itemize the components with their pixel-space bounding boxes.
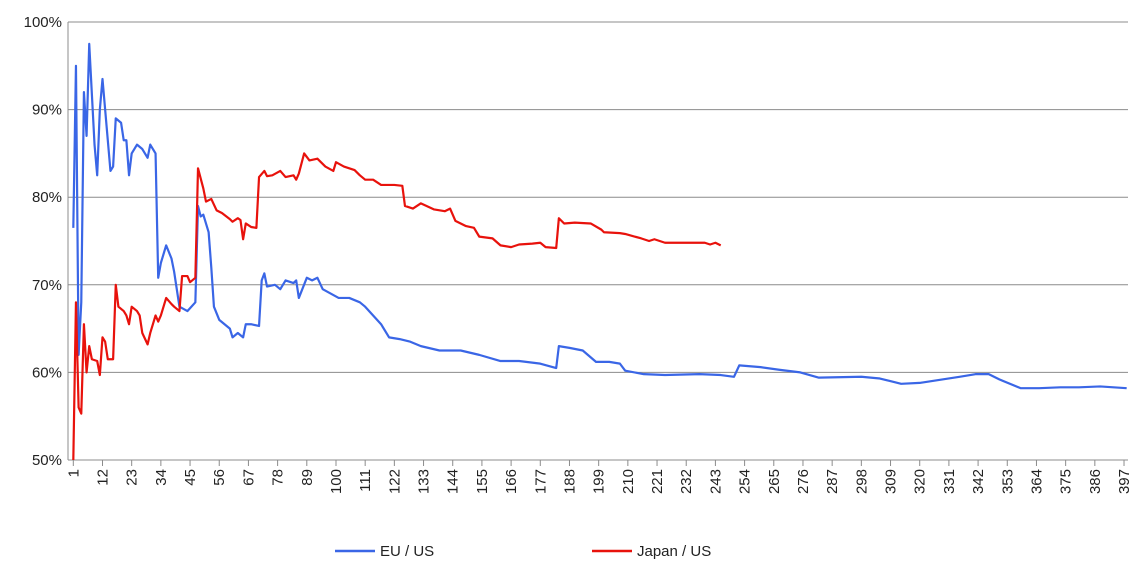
x-tick-label: 276: [795, 469, 812, 494]
x-tick-label: 122: [386, 469, 403, 494]
x-tick-label: 45: [182, 469, 199, 486]
plot-area: [72, 42, 1127, 461]
x-tick-label: 78: [270, 469, 287, 486]
x-tick-label: 56: [211, 469, 228, 486]
x-tick-label: 210: [620, 469, 637, 494]
y-tick-label: 90%: [32, 102, 62, 119]
x-tick-label: 155: [474, 469, 491, 494]
x-tick-label: 364: [1028, 469, 1045, 494]
x-tick-label: 23: [124, 469, 141, 486]
x-tick-label: 375: [1058, 469, 1075, 494]
legend: EU / US Japan / US: [335, 543, 711, 560]
x-tick-label: 1: [65, 469, 82, 477]
x-tick-label: 353: [999, 469, 1016, 494]
x-tick-label: 133: [416, 469, 433, 494]
x-tick-label: 111: [357, 469, 374, 492]
x-tick-label: 67: [240, 469, 257, 486]
x-tick-label: 243: [707, 469, 724, 494]
x-tick-label: 166: [503, 469, 520, 494]
series-line: [72, 152, 722, 461]
grid: [68, 21, 1128, 461]
x-tick-label: 342: [970, 469, 987, 494]
x-tick-label: 89: [299, 469, 316, 486]
y-tick-label: 60%: [32, 364, 62, 381]
y-tick-label: 100%: [24, 14, 62, 31]
x-tick-label: 12: [94, 469, 111, 486]
x-tick-label: 320: [912, 469, 929, 494]
x-tick-label: 34: [153, 469, 170, 486]
x-tick-label: 199: [591, 469, 608, 494]
x-tick-label: 144: [445, 469, 462, 494]
x-tick-label: 331: [941, 469, 958, 494]
y-tick-label: 80%: [32, 189, 62, 206]
x-tick-label: 386: [1087, 469, 1104, 494]
y-tick-label: 50%: [32, 452, 62, 469]
x-tick-label: 232: [678, 469, 695, 494]
legend-label: EU / US: [380, 543, 434, 560]
axes: 50% 60% 70% 80% 90% 100% 1 12 23 34 45 56 67 78 89 100 1…: [24, 14, 1131, 494]
legend-label: Japan / US: [637, 543, 711, 560]
x-tick-label: 265: [766, 469, 783, 494]
x-tick-label: 397: [1116, 469, 1131, 494]
x-tick-label: 287: [824, 469, 841, 494]
x-tick-label: 298: [853, 469, 870, 494]
x-tick-label: 254: [737, 469, 754, 494]
y-tick-label: 70%: [32, 277, 62, 294]
x-tick-label: 100: [328, 469, 345, 494]
x-tick-label: 221: [649, 469, 666, 494]
x-tick-label: 188: [561, 469, 578, 494]
series-line: [72, 42, 1127, 390]
x-tick-label: 177: [532, 469, 549, 494]
x-tick-label: 309: [883, 469, 900, 494]
